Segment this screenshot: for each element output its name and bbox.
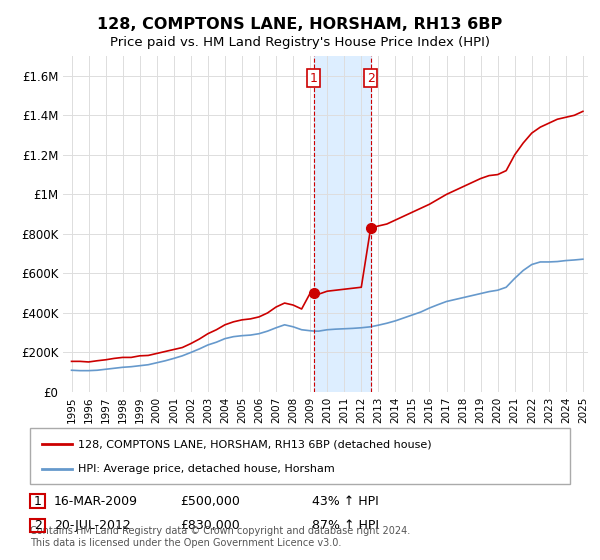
Text: 20-JUL-2012: 20-JUL-2012 — [54, 519, 131, 532]
Text: 2: 2 — [367, 72, 374, 85]
Text: 128, COMPTONS LANE, HORSHAM, RH13 6BP: 128, COMPTONS LANE, HORSHAM, RH13 6BP — [97, 17, 503, 32]
Text: Price paid vs. HM Land Registry's House Price Index (HPI): Price paid vs. HM Land Registry's House … — [110, 36, 490, 49]
Text: 2: 2 — [34, 519, 42, 532]
Text: 16-MAR-2009: 16-MAR-2009 — [54, 494, 138, 508]
Text: 43% ↑ HPI: 43% ↑ HPI — [312, 494, 379, 508]
Text: £500,000: £500,000 — [180, 494, 240, 508]
Text: Contains HM Land Registry data © Crown copyright and database right 2024.
This d: Contains HM Land Registry data © Crown c… — [30, 526, 410, 548]
Text: £830,000: £830,000 — [180, 519, 240, 532]
Text: 1: 1 — [34, 494, 42, 508]
Text: 87% ↑ HPI: 87% ↑ HPI — [312, 519, 379, 532]
Text: 128, COMPTONS LANE, HORSHAM, RH13 6BP (detached house): 128, COMPTONS LANE, HORSHAM, RH13 6BP (d… — [78, 439, 431, 449]
Text: 1: 1 — [310, 72, 317, 85]
Text: HPI: Average price, detached house, Horsham: HPI: Average price, detached house, Hors… — [78, 464, 335, 474]
Bar — [314, 56, 371, 392]
